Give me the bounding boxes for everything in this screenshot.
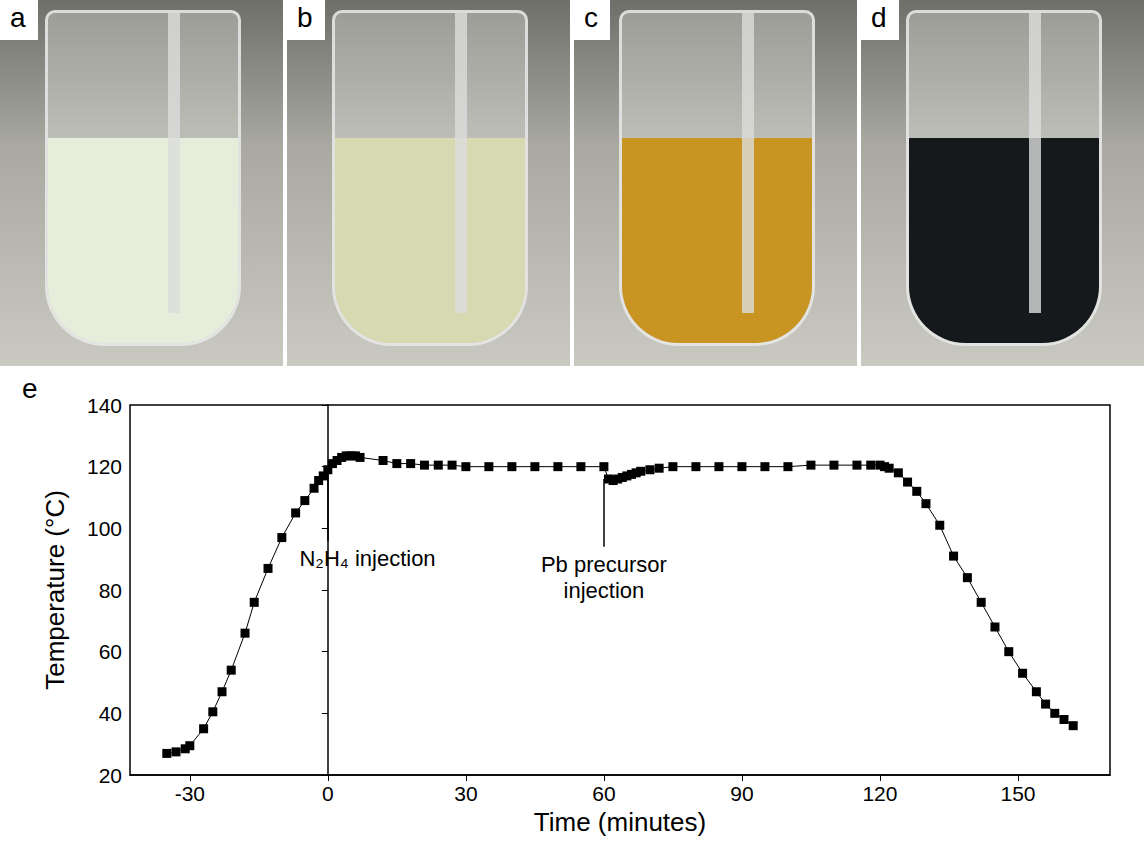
svg-text:40: 40 (99, 702, 122, 725)
svg-text:Temperature (°C): Temperature (°C) (40, 490, 70, 690)
svg-text:80: 80 (99, 579, 122, 602)
html-text:a: a (10, 2, 26, 33)
svg-text:90: 90 (730, 782, 753, 805)
svg-text:injection: injection (564, 578, 645, 603)
svg-text:N₂H₄ injection: N₂H₄ injection (299, 546, 435, 571)
svg-text:100: 100 (87, 517, 122, 540)
html-text:b: b (297, 2, 313, 33)
svg-text:-30: -30 (175, 782, 205, 805)
svg-text:0: 0 (322, 782, 334, 805)
svg-text:Pb precursor: Pb precursor (541, 552, 667, 577)
svg-text:150: 150 (1000, 782, 1035, 805)
svg-text:140: 140 (87, 394, 122, 417)
svg-text:e: e (22, 373, 38, 404)
svg-text:60: 60 (99, 640, 122, 663)
html-text:c: c (584, 2, 598, 33)
svg-text:Time (minutes): Time (minutes) (534, 807, 706, 837)
svg-text:120: 120 (87, 455, 122, 478)
svg-text:20: 20 (99, 764, 122, 787)
svg-text:30: 30 (454, 782, 477, 805)
svg-text:60: 60 (592, 782, 615, 805)
svg-text:120: 120 (862, 782, 897, 805)
html-text:d: d (871, 2, 887, 33)
